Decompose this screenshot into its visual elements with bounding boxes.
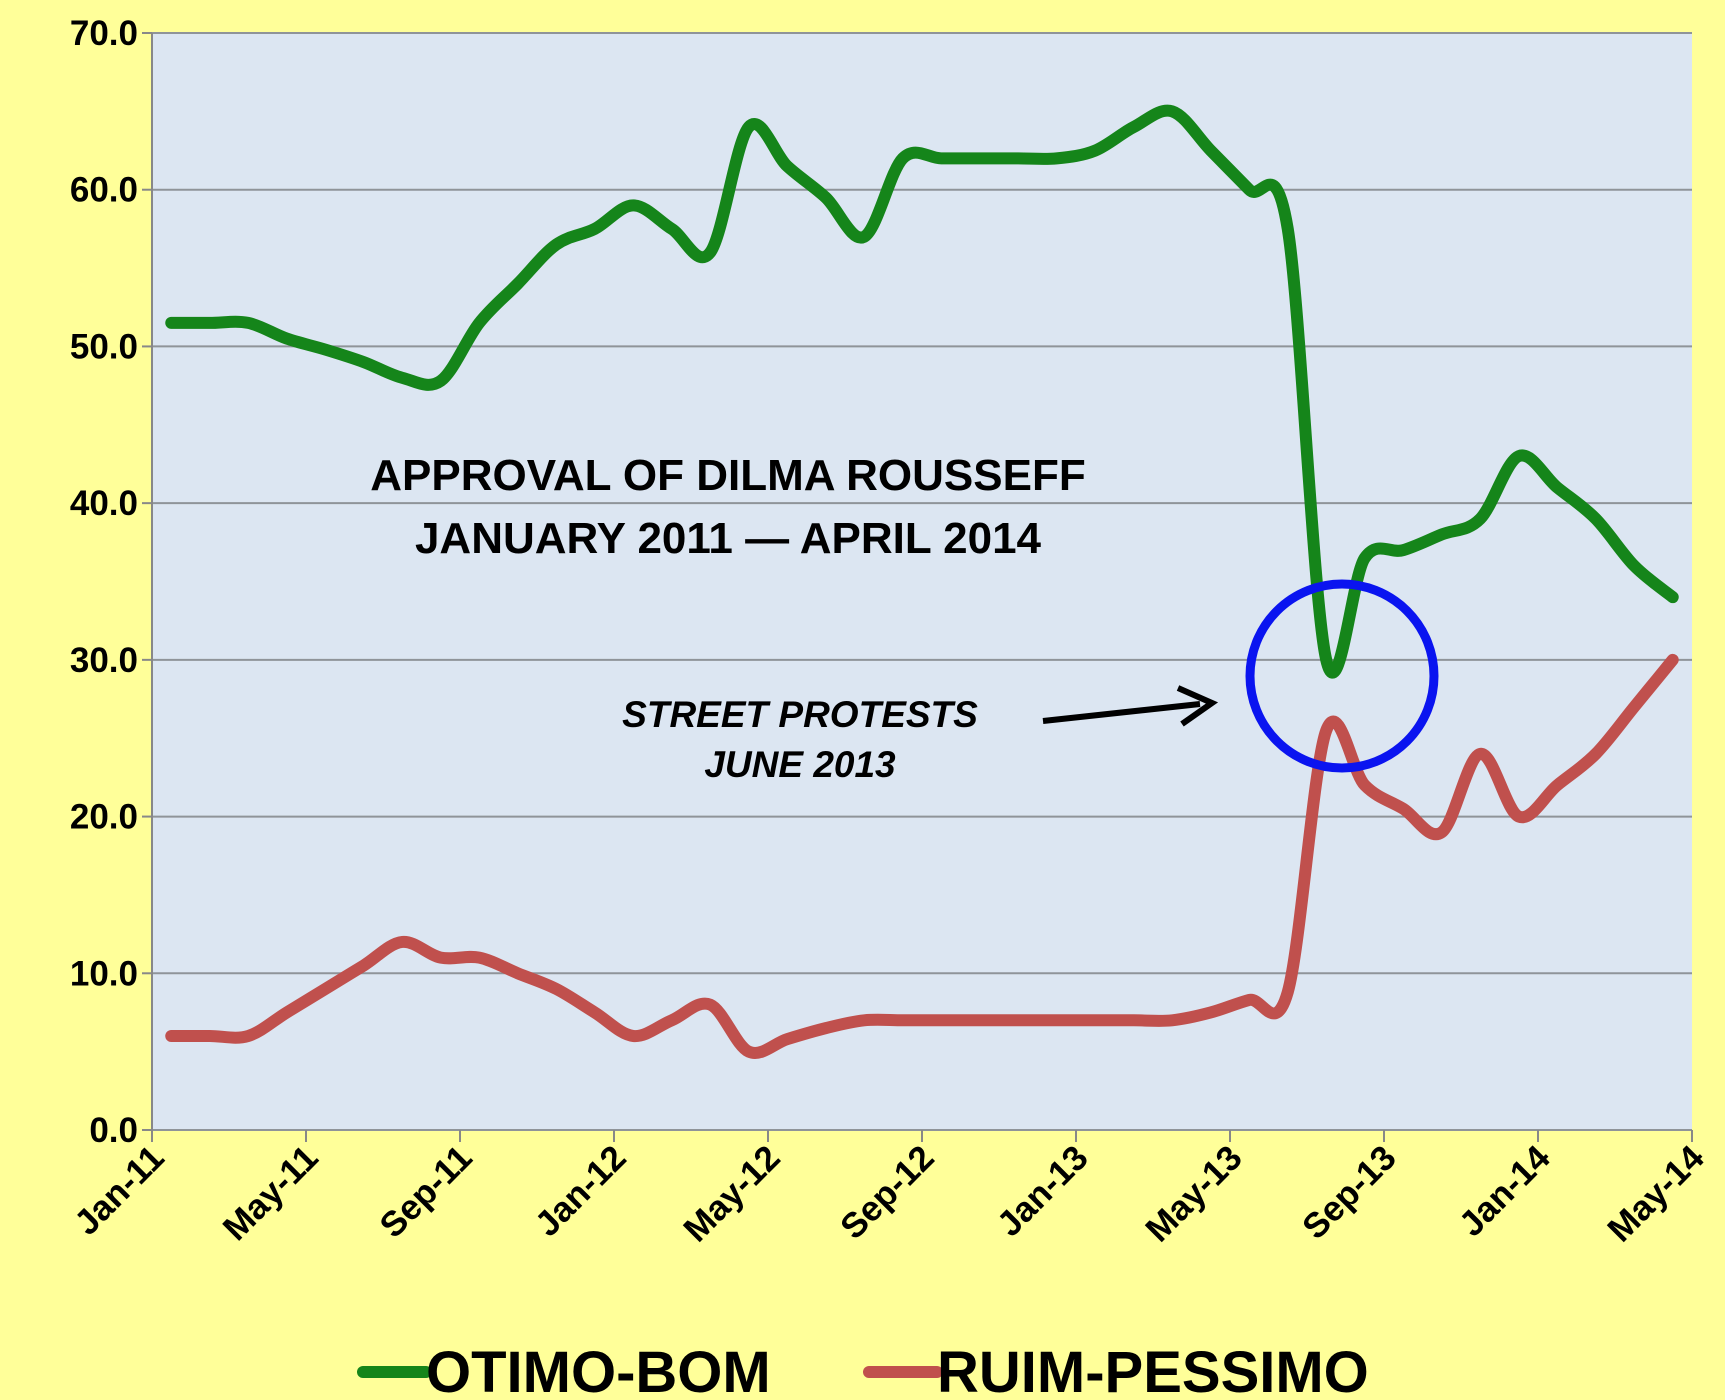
legend-label: RUIM-PESSIMO [937,1340,1369,1400]
y-tick-label: 50.0 [70,327,138,366]
plot-area [152,33,1692,1130]
y-tick-label: 70.0 [70,14,138,53]
highlight-circle [1245,579,1439,773]
y-tick-label: 60.0 [70,171,138,210]
chart-title: APPROVAL OF DILMA ROUSSEFF [370,451,1085,500]
y-tick-label: 30.0 [70,641,138,680]
chart-title: JANUARY 2011 — APRIL 2014 [415,514,1042,563]
y-tick-label: 40.0 [70,484,138,523]
lines [165,104,1679,1059]
arrow [1042,701,1201,724]
y-tick-label: 0.0 [89,1111,138,1150]
y-tick-label: 20.0 [70,798,138,837]
annotation: JUNE 2013 [704,744,896,785]
y-tick-label: 10.0 [70,954,138,993]
legend: OTIMO-BOM RUIM-PESSIMO [357,1340,1369,1400]
legend-label: OTIMO-BOM [426,1340,771,1400]
annotation: STREET PROTESTS [622,694,978,735]
series-line [165,104,1679,679]
series-line [165,653,1679,1059]
arrow-head [1176,685,1219,727]
grid [142,32,1693,1142]
